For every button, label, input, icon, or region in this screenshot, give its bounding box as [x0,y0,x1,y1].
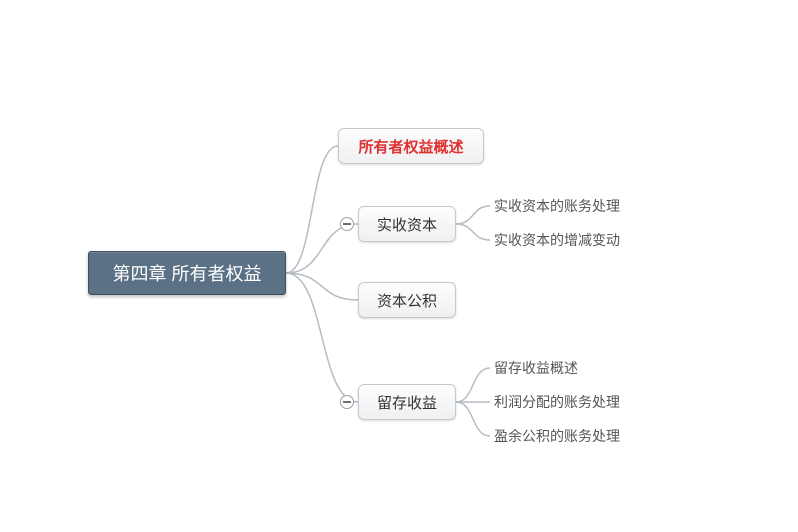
root-node[interactable]: 第四章 所有者权益 [88,251,286,295]
branch-label: 留存收益 [377,392,437,413]
leaf-node[interactable]: 留存收益概述 [494,358,604,378]
leaf-node[interactable]: 实收资本的账务处理 [494,196,644,216]
branch-node-b2[interactable]: 实收资本 [358,206,456,242]
leaf-label: 利润分配的账务处理 [494,392,620,412]
collapse-toggle[interactable] [340,395,354,409]
leaf-node[interactable]: 实收资本的增减变动 [494,230,644,250]
branch-node-b3[interactable]: 资本公积 [358,282,456,318]
leaf-label: 盈余公积的账务处理 [494,426,620,446]
branch-label: 实收资本 [377,214,437,235]
collapse-toggle[interactable] [340,217,354,231]
branch-node-b4[interactable]: 留存收益 [358,384,456,420]
leaf-label: 实收资本的增减变动 [494,230,620,250]
branch-node-b1[interactable]: 所有者权益概述 [338,128,484,164]
leaf-node[interactable]: 盈余公积的账务处理 [494,426,644,446]
leaf-label: 留存收益概述 [494,358,578,378]
root-label: 第四章 所有者权益 [112,260,261,286]
branch-label: 所有者权益概述 [358,136,463,157]
leaf-label: 实收资本的账务处理 [494,196,620,216]
leaf-node[interactable]: 利润分配的账务处理 [494,392,644,412]
branch-label: 资本公积 [377,290,437,311]
